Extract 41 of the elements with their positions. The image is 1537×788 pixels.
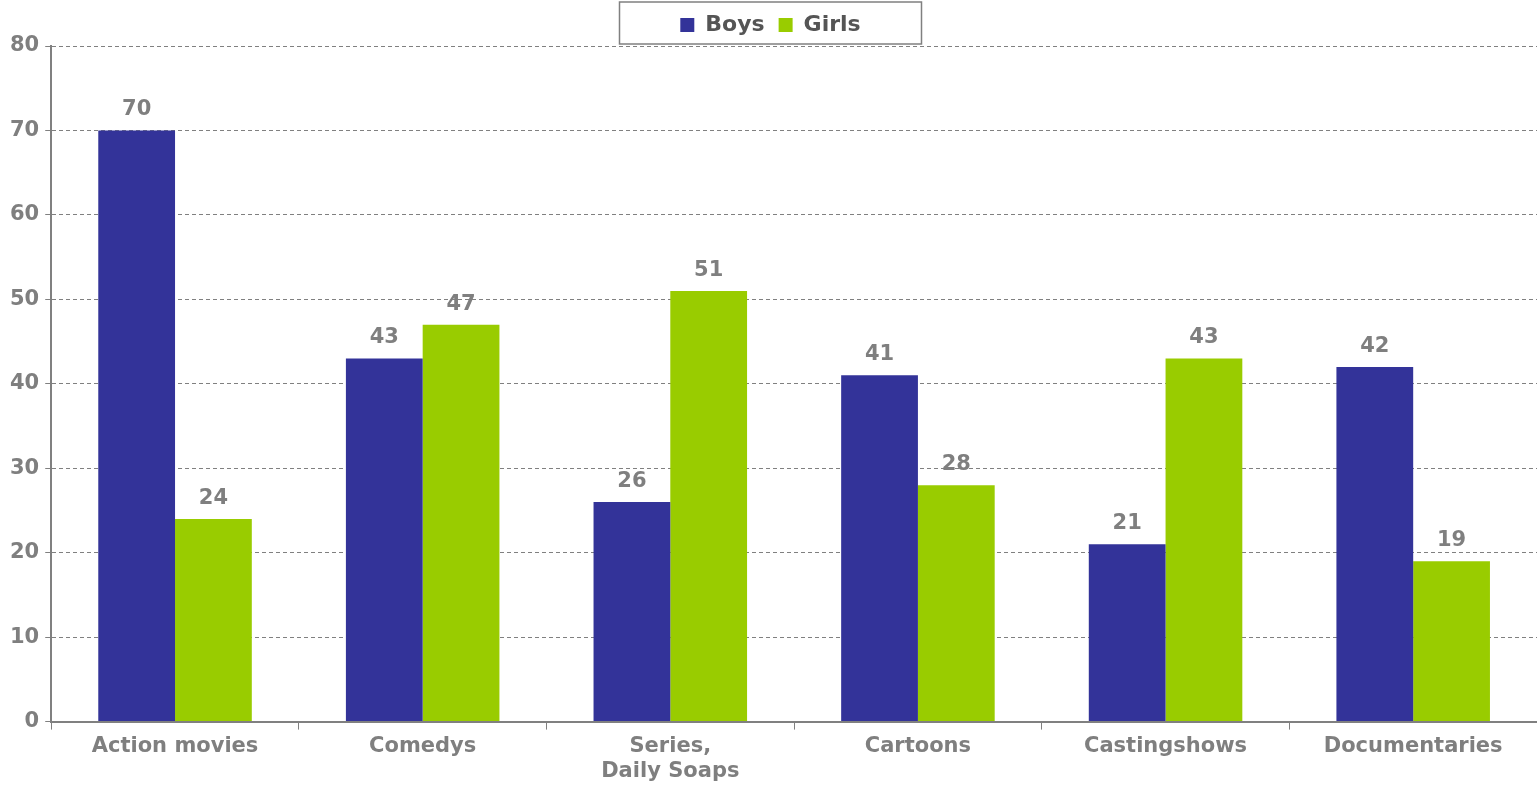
- data-label: 19: [1436, 527, 1467, 552]
- bar: [670, 290, 748, 722]
- x-tick-label: Cartoons: [864, 732, 972, 757]
- data-label: 21: [1112, 510, 1142, 535]
- x-tick-label: Comedys: [369, 732, 477, 757]
- data-label: 41: [864, 341, 895, 366]
- y-tick-label: 20: [9, 539, 40, 564]
- y-tick-label: 30: [9, 454, 40, 479]
- x-tick-label: Series, Daily Soaps: [601, 732, 740, 782]
- bar: [593, 502, 671, 722]
- bar: [841, 375, 918, 722]
- y-tick-label: 0: [24, 708, 40, 733]
- bar: [345, 358, 423, 722]
- data-label: 43: [369, 324, 399, 349]
- data-label: 51: [694, 256, 724, 281]
- legend-label: Boys: [705, 10, 765, 36]
- bar: [1336, 366, 1414, 722]
- y-tick-label: 70: [9, 116, 40, 141]
- y-tick-label: 60: [9, 201, 40, 226]
- bar: [98, 130, 176, 722]
- y-tick-label: 10: [9, 623, 40, 648]
- bar: [1413, 561, 1490, 722]
- y-tick-label: 80: [9, 32, 40, 57]
- data-label: 28: [941, 451, 971, 476]
- bar: [1088, 544, 1166, 722]
- x-tick-label: Documentaries: [1323, 732, 1503, 757]
- bar: [422, 324, 500, 722]
- legend-label: Girls: [803, 10, 861, 36]
- x-tick-label: Action movies: [91, 732, 259, 757]
- data-label: 26: [617, 467, 647, 492]
- data-label: 43: [1189, 324, 1219, 349]
- data-label: 47: [446, 290, 476, 315]
- data-label: 70: [122, 96, 152, 121]
- bar: [1165, 358, 1243, 722]
- data-label: 42: [1360, 332, 1390, 357]
- bar: [175, 518, 252, 722]
- y-tick-label: 50: [9, 285, 40, 310]
- bar: [917, 485, 995, 722]
- x-tick-label: Castingshows: [1084, 732, 1248, 757]
- data-label: 24: [198, 484, 229, 509]
- y-tick-label: 40: [9, 370, 40, 395]
